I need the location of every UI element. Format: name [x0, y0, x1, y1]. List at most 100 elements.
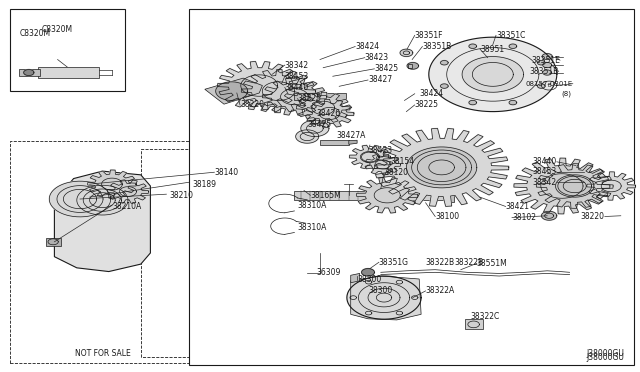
Text: 38440: 38440 — [285, 83, 309, 92]
Polygon shape — [374, 188, 400, 203]
Text: 38300: 38300 — [357, 275, 381, 284]
Polygon shape — [536, 164, 613, 208]
Text: 38342: 38342 — [532, 178, 557, 187]
Polygon shape — [312, 101, 335, 115]
Polygon shape — [301, 120, 329, 137]
Polygon shape — [375, 160, 390, 169]
Polygon shape — [396, 311, 403, 315]
Polygon shape — [469, 44, 477, 48]
Polygon shape — [429, 37, 557, 112]
Text: 38427: 38427 — [368, 76, 392, 84]
Polygon shape — [280, 89, 308, 105]
Text: 38424: 38424 — [419, 89, 444, 98]
Polygon shape — [407, 62, 419, 69]
Polygon shape — [465, 319, 483, 329]
Polygon shape — [54, 171, 150, 272]
Polygon shape — [305, 99, 354, 128]
Text: 38322A: 38322A — [426, 286, 455, 295]
Polygon shape — [24, 70, 34, 76]
Polygon shape — [349, 140, 357, 144]
Text: 38225: 38225 — [298, 94, 322, 103]
Polygon shape — [541, 174, 583, 198]
Text: 38351B: 38351B — [422, 42, 452, 51]
Text: 38351F: 38351F — [415, 31, 444, 40]
Polygon shape — [365, 311, 372, 315]
Polygon shape — [347, 276, 421, 319]
Polygon shape — [462, 57, 524, 92]
Polygon shape — [396, 280, 403, 284]
Text: 38220: 38220 — [240, 100, 264, 109]
Polygon shape — [351, 273, 360, 283]
Polygon shape — [538, 61, 545, 65]
Polygon shape — [216, 82, 248, 100]
Polygon shape — [294, 93, 346, 100]
Polygon shape — [88, 170, 136, 198]
Text: (8): (8) — [561, 90, 572, 97]
Text: 38423: 38423 — [368, 146, 392, 155]
Text: 38453: 38453 — [285, 72, 309, 81]
Text: 38427A: 38427A — [336, 131, 365, 140]
Polygon shape — [541, 211, 557, 220]
Text: 38322B: 38322B — [454, 258, 484, 267]
Text: 38440: 38440 — [532, 157, 557, 166]
Polygon shape — [408, 64, 412, 68]
Polygon shape — [412, 150, 472, 185]
Text: 38425: 38425 — [374, 64, 399, 73]
Text: 38310A: 38310A — [298, 223, 327, 232]
Text: 38423: 38423 — [365, 53, 389, 62]
Text: 38951: 38951 — [480, 45, 504, 54]
Text: NOT FOR SALE: NOT FOR SALE — [74, 349, 131, 358]
Text: 38551M: 38551M — [477, 259, 508, 268]
Text: C8320M: C8320M — [42, 25, 73, 34]
Text: J38000GU: J38000GU — [586, 349, 624, 358]
Text: 38351G: 38351G — [379, 258, 409, 267]
Text: 38220: 38220 — [581, 212, 605, 221]
Text: 38426: 38426 — [317, 109, 341, 118]
Polygon shape — [349, 145, 390, 169]
Polygon shape — [108, 180, 148, 203]
Text: 38154: 38154 — [390, 157, 415, 166]
Polygon shape — [365, 154, 401, 175]
Text: 38351C: 38351C — [496, 31, 525, 40]
Text: 38120: 38120 — [384, 169, 408, 177]
Polygon shape — [543, 70, 552, 75]
Polygon shape — [102, 178, 122, 190]
Text: 38453: 38453 — [532, 167, 557, 176]
Polygon shape — [558, 176, 591, 196]
Polygon shape — [294, 191, 448, 200]
Polygon shape — [10, 9, 125, 91]
Polygon shape — [412, 296, 418, 299]
Polygon shape — [374, 128, 509, 206]
Text: 38102: 38102 — [512, 213, 536, 222]
Polygon shape — [362, 152, 378, 162]
Polygon shape — [38, 67, 99, 78]
Text: 38165M: 38165M — [310, 191, 341, 200]
Polygon shape — [509, 100, 516, 105]
Text: 38351B: 38351B — [529, 67, 559, 76]
Text: 38425: 38425 — [307, 120, 332, 129]
Polygon shape — [440, 84, 448, 88]
Polygon shape — [365, 280, 372, 284]
Text: 38342: 38342 — [285, 61, 309, 70]
Polygon shape — [368, 288, 400, 307]
Polygon shape — [319, 108, 340, 119]
Text: 38189: 38189 — [192, 180, 216, 189]
Polygon shape — [556, 175, 594, 197]
Text: 38310A: 38310A — [298, 201, 327, 210]
Text: 38322B: 38322B — [426, 258, 455, 267]
Polygon shape — [350, 296, 356, 299]
Polygon shape — [262, 78, 326, 115]
Text: 38424: 38424 — [355, 42, 380, 51]
Text: 38210A: 38210A — [112, 202, 141, 211]
Polygon shape — [587, 172, 636, 200]
Text: 38300: 38300 — [368, 286, 392, 295]
Polygon shape — [77, 185, 128, 215]
Polygon shape — [351, 276, 421, 320]
Polygon shape — [356, 177, 418, 213]
Polygon shape — [49, 181, 111, 217]
Polygon shape — [538, 84, 545, 88]
Polygon shape — [445, 189, 454, 202]
Polygon shape — [205, 78, 262, 104]
Text: B: B — [547, 83, 551, 88]
Polygon shape — [241, 70, 316, 113]
